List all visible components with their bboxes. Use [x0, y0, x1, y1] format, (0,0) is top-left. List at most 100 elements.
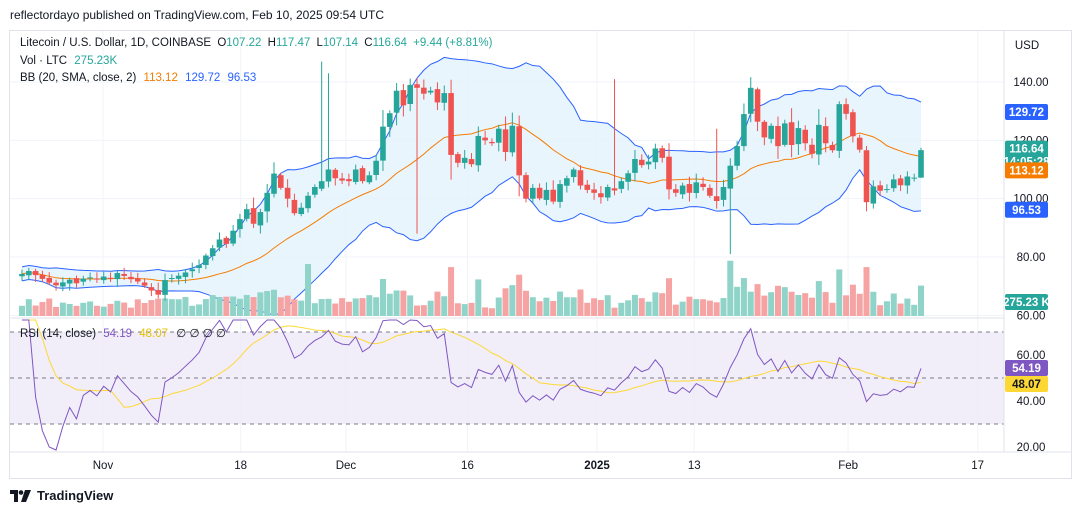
candle-body-99	[693, 182, 700, 194]
bollinger-bands	[21, 56, 922, 316]
volume-bar-45	[325, 298, 332, 316]
volume-bar-43	[311, 303, 318, 316]
candle-body-81	[570, 169, 577, 178]
candle-body-82	[577, 170, 584, 186]
volume-bar-119	[829, 302, 836, 316]
volume-bar-30	[223, 296, 230, 316]
candle-body-0	[19, 273, 25, 277]
candle-body-121	[843, 104, 849, 114]
candle-body-116	[809, 144, 815, 154]
rsi-line	[22, 319, 922, 451]
volume-bar-129	[897, 303, 904, 316]
volume-bar-63	[448, 267, 455, 316]
volume-bar-89	[625, 300, 632, 316]
volume-bar-33	[243, 294, 250, 316]
volume-bar-86	[604, 295, 611, 316]
volume-bar-116	[809, 297, 816, 316]
footer-brand[interactable]: TradingView	[10, 488, 113, 503]
candle-body-15	[121, 273, 127, 276]
volume-bar-59	[420, 305, 427, 316]
candle-body-71	[502, 129, 509, 152]
candle-body-90	[632, 159, 638, 173]
legend-high: 117.47	[276, 37, 310, 49]
candle-body-3	[39, 274, 46, 279]
volume-bar-127	[883, 301, 890, 316]
volume-bar-92	[645, 301, 652, 316]
candle-body-126	[877, 185, 883, 191]
label-bb-basis-bg	[1005, 162, 1048, 179]
volume-bar-96	[672, 304, 679, 316]
candle-body-39	[284, 187, 291, 199]
candle-body-66	[468, 159, 475, 165]
candle-body-25	[189, 269, 196, 272]
candle-body-107	[747, 87, 754, 114]
candle-body-67	[475, 135, 482, 166]
candle-body-84	[591, 189, 597, 193]
volume-bar-32	[236, 298, 243, 316]
candle-body-10	[87, 277, 93, 279]
volume-bar-69	[488, 308, 495, 316]
candle-body-105	[734, 146, 740, 166]
currency-label[interactable]: USD	[1015, 40, 1039, 52]
candle-body-62	[441, 93, 448, 103]
volume-bar-71	[502, 288, 509, 316]
candle-body-109	[761, 121, 768, 138]
candle-body-60	[427, 90, 434, 93]
volume-bar-101	[706, 300, 713, 316]
label-bb-basis: 113.12	[1005, 162, 1048, 179]
volume-bar-107	[747, 291, 754, 316]
candle-body-28	[209, 248, 216, 257]
candle-body-56	[400, 90, 407, 106]
volume-bar-19	[148, 300, 155, 316]
volume-bar-126	[877, 305, 884, 316]
candle-body-26	[196, 265, 202, 268]
candle-body-16	[128, 276, 134, 280]
volume-bar-40	[291, 299, 298, 316]
legend-open-label: O	[217, 37, 226, 49]
candle-body-35	[257, 212, 264, 226]
label-rsi-bg	[1005, 360, 1048, 376]
legend-low: 107.14	[323, 37, 359, 49]
candle-body-59	[421, 87, 427, 94]
candle-body-49	[352, 169, 359, 182]
candle-body-63	[448, 93, 454, 155]
candle-body-53	[380, 126, 386, 161]
volume-bar-84	[591, 298, 598, 316]
volume-bar-16	[127, 307, 134, 316]
volume-bar-3	[39, 302, 46, 316]
volume-bar-76	[536, 301, 543, 316]
label-bb-basis-text-0: 113.12	[1009, 165, 1044, 177]
candle-body-57	[407, 84, 414, 104]
candle-body-117	[816, 124, 822, 155]
candle-body-1	[26, 271, 32, 276]
candle-body-94	[659, 148, 665, 158]
candle-body-108	[754, 89, 761, 122]
candle-body-38	[278, 175, 284, 188]
legend-bb-upper: 129.72	[185, 72, 220, 84]
candle-body-14	[114, 273, 121, 280]
legend-vol-value: 275.23K	[74, 55, 117, 67]
volume-bar-78	[550, 300, 557, 316]
volume-bar-124	[863, 267, 870, 316]
candle-body-111	[775, 125, 781, 147]
candle-body-122	[850, 112, 856, 137]
candle-body-113	[788, 122, 795, 145]
volume-bar-52	[373, 297, 380, 316]
candle-body-106	[741, 114, 747, 147]
trading-chart[interactable]: 140.00120.00100.0080.0060.0060.0040.0020…	[0, 0, 1080, 480]
rsi-tick-0: 60.00	[1017, 350, 1046, 362]
volume-bar-7	[66, 303, 73, 316]
volume-bar-128	[890, 293, 897, 316]
volume-bar-46	[332, 303, 339, 316]
volume-bar-21	[162, 298, 169, 316]
candles[interactable]	[19, 61, 924, 301]
candle-body-123	[856, 137, 863, 150]
volume-bar-93	[652, 292, 659, 316]
candle-body-2	[32, 270, 39, 276]
volume-bar-51	[366, 295, 373, 316]
volume-bar-121	[843, 295, 850, 316]
candle-body-77	[543, 189, 550, 200]
volume-bar-53	[379, 278, 386, 316]
candle-body-127	[884, 189, 890, 191]
volume-bars	[19, 260, 924, 316]
